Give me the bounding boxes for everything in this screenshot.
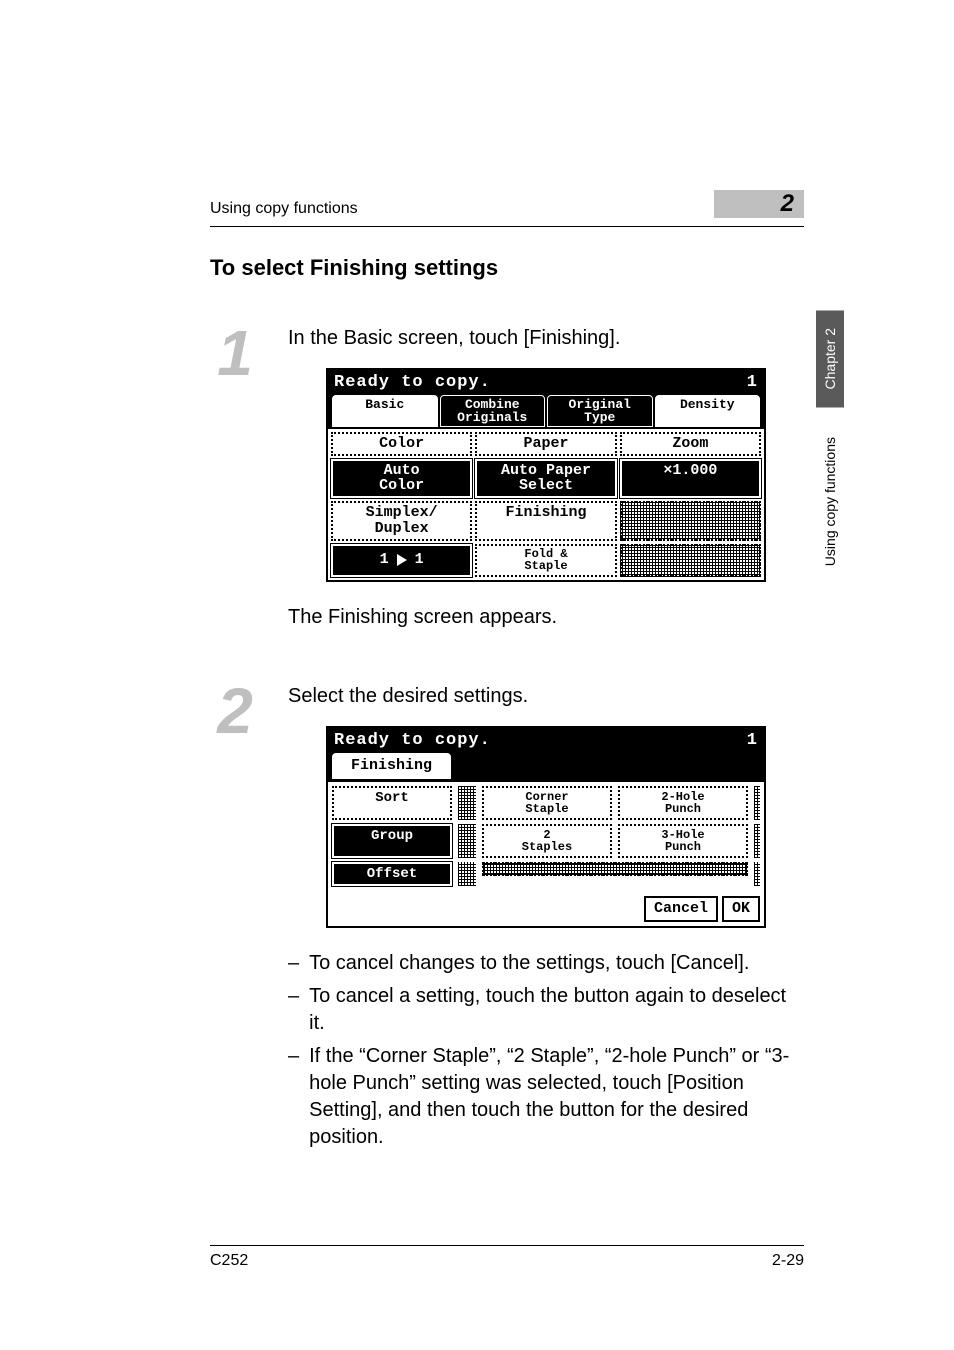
footer-left: C252 bbox=[210, 1252, 248, 1270]
three-hole-punch-option[interactable]: 3-Hole Punch bbox=[618, 824, 748, 858]
bullet-1: To cancel changes to the settings, touch… bbox=[309, 950, 749, 977]
edge-hatch-1 bbox=[754, 786, 760, 820]
chapter-corner-box: 2 bbox=[714, 190, 804, 218]
zoom-button[interactable]: Zoom bbox=[620, 432, 761, 456]
edge-hatch-3 bbox=[754, 862, 760, 886]
tab-finishing[interactable]: Finishing bbox=[332, 753, 451, 779]
finishing-button[interactable]: Finishing bbox=[475, 501, 616, 541]
simplex-duplex-button[interactable]: Simplex/ Duplex bbox=[331, 501, 472, 541]
footer-right: 2-29 bbox=[772, 1252, 804, 1270]
footer-rule bbox=[210, 1245, 804, 1246]
step1-intro: In the Basic screen, touch [Finishing]. bbox=[288, 325, 804, 352]
running-head-left: Using copy functions bbox=[210, 200, 358, 218]
group-option[interactable]: Group bbox=[332, 824, 452, 858]
empty-cell-2 bbox=[620, 544, 761, 577]
offset-option[interactable]: Offset bbox=[332, 862, 452, 886]
divider-hatch-3 bbox=[458, 862, 476, 886]
fold-staple-button[interactable]: Fold & Staple bbox=[475, 544, 616, 577]
corner-staple-option[interactable]: Corner Staple bbox=[482, 786, 612, 820]
bullet-dash: – bbox=[288, 983, 299, 1037]
step1-after: The Finishing screen appears. bbox=[288, 604, 804, 631]
color-button[interactable]: Color bbox=[331, 432, 472, 456]
basic-screen: Ready to copy. 1 Basic Combine Originals… bbox=[326, 368, 766, 582]
arrow-right-icon bbox=[397, 554, 407, 566]
bullet-2: To cancel a setting, touch the button ag… bbox=[309, 983, 804, 1037]
tab-basic[interactable]: Basic bbox=[332, 395, 438, 427]
bullet-3: If the “Corner Staple”, “2 Staple”, “2-h… bbox=[309, 1043, 804, 1151]
bullet-dash: – bbox=[288, 1043, 299, 1151]
chapter-corner-num: 2 bbox=[781, 190, 794, 218]
auto-color-button[interactable]: Auto Color bbox=[331, 459, 472, 499]
empty-cell-1 bbox=[620, 501, 761, 541]
ok-button[interactable]: OK bbox=[722, 896, 760, 922]
divider-hatch-2 bbox=[458, 824, 476, 858]
finishing-screen: Ready to copy. 1 Finishing Sort Corner S… bbox=[326, 726, 766, 928]
header-rule bbox=[210, 226, 804, 227]
screen2-count: 1 bbox=[747, 730, 758, 753]
screen1-count: 1 bbox=[747, 372, 758, 395]
side-tab-section: Using copy functions bbox=[820, 417, 840, 586]
duplex-to: 1 bbox=[415, 552, 424, 568]
empty-area bbox=[482, 862, 748, 876]
divider-hatch-1 bbox=[458, 786, 476, 820]
side-tab-chapter: Chapter 2 bbox=[816, 310, 844, 407]
edge-hatch-2 bbox=[754, 824, 760, 858]
tab-original-type[interactable]: Original Type bbox=[547, 395, 653, 427]
two-staples-option[interactable]: 2 Staples bbox=[482, 824, 612, 858]
duplex-from: 1 bbox=[380, 552, 389, 568]
cancel-button[interactable]: Cancel bbox=[644, 896, 718, 922]
paper-button[interactable]: Paper bbox=[475, 432, 616, 456]
section-title: To select Finishing settings bbox=[210, 255, 804, 281]
tab-combine-originals[interactable]: Combine Originals bbox=[440, 395, 546, 427]
duplex-mode-button[interactable]: 1 1 bbox=[331, 544, 472, 577]
step-number-2: 2 bbox=[210, 683, 260, 741]
screen2-title: Ready to copy. bbox=[334, 730, 747, 753]
step-number-1: 1 bbox=[210, 325, 260, 383]
screen1-title: Ready to copy. bbox=[334, 372, 747, 395]
bullet-dash: – bbox=[288, 950, 299, 977]
two-hole-punch-option[interactable]: 2-Hole Punch bbox=[618, 786, 748, 820]
tab-density[interactable]: Density bbox=[655, 395, 761, 427]
sort-option[interactable]: Sort bbox=[332, 786, 452, 820]
step2-intro: Select the desired settings. bbox=[288, 683, 804, 710]
zoom-value-button[interactable]: ×1.000 bbox=[620, 459, 761, 499]
auto-paper-select-button[interactable]: Auto Paper Select bbox=[475, 459, 616, 499]
